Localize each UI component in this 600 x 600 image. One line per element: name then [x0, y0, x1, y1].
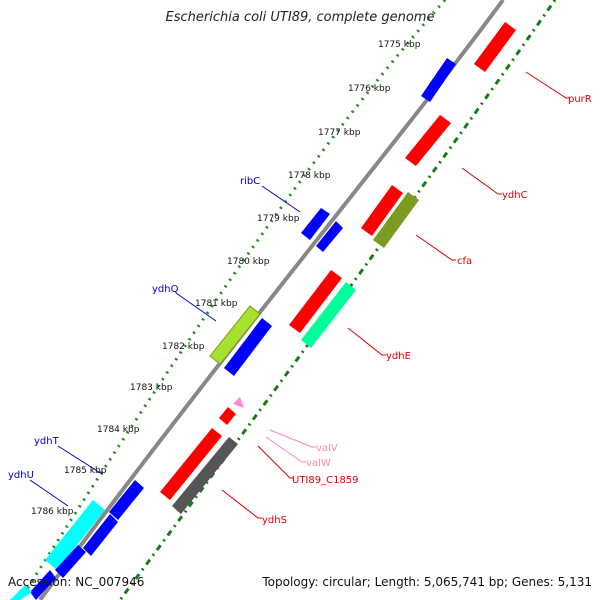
- right-gene-labels: purR ydhC cfa ydhE valV valW UTI89_C1859…: [262, 94, 592, 526]
- kbp-label: 1775 kbp: [378, 40, 421, 50]
- gene-ydhQ-arrow[interactable]: [209, 305, 272, 376]
- ydhC-leader: [461, 167, 502, 195]
- genome-backbone: [38, 0, 505, 600]
- genome-summary-text: Topology: circular; Length: 5,065,741 bp…: [262, 575, 592, 589]
- accession-text: Accession: NC_007946: [8, 575, 145, 589]
- gene-ribC-arrow[interactable]: [301, 208, 343, 252]
- outer-tick-ring: [118, 0, 557, 600]
- kbp-label: 1785 kbp: [64, 466, 107, 476]
- kbp-label: 1778 kbp: [288, 171, 331, 181]
- gene-label-ribC[interactable]: ribC: [240, 176, 260, 187]
- UTI89_C1859-leader: [257, 445, 294, 479]
- gene-ydhC-arrow[interactable]: [405, 115, 451, 166]
- ribC-leader: [261, 185, 301, 213]
- ydhS-leader: [221, 489, 262, 519]
- kbp-label: 1781 kbp: [195, 299, 238, 309]
- gene-pink-small[interactable]: [233, 397, 244, 408]
- gene-label-purR[interactable]: purR: [568, 94, 592, 105]
- kbp-scale-labels: 1775 kbp 1776 kbp 1777 kbp 1778 kbp 1779…: [31, 40, 421, 517]
- gene-purR-arrow[interactable]: [474, 22, 516, 72]
- ydhQ-leader: [175, 292, 217, 322]
- gene-label-valV[interactable]: valV: [316, 443, 338, 454]
- gene-ydhS-arrow[interactable]: [160, 428, 238, 514]
- gene-label-ydhS[interactable]: ydhS: [262, 515, 287, 526]
- ydhU-leader: [29, 479, 69, 507]
- kbp-label: 1783 kbp: [130, 383, 173, 393]
- gene-label-ydhE[interactable]: ydhE: [386, 351, 411, 362]
- gene-ydhT-arrow[interactable]: [83, 480, 144, 556]
- kbp-label: 1780 kbp: [227, 257, 270, 267]
- gene-label-ydhQ[interactable]: ydhQ: [152, 284, 179, 295]
- kbp-label: 1786 kbp: [31, 507, 74, 517]
- kbp-label: 1784 kbp: [97, 425, 140, 435]
- gene-UTI89_C1859-arrow[interactable]: [219, 407, 236, 425]
- gene-label-valW[interactable]: valW: [306, 458, 331, 469]
- inner-tick-ring: [18, 0, 447, 600]
- gene-label-ydhU[interactable]: ydhU: [8, 470, 34, 481]
- gene-cfa-arrow[interactable]: [361, 185, 419, 248]
- map-title: Escherichia coli UTI89, complete genome: [165, 10, 435, 25]
- purR-leader: [525, 71, 570, 99]
- ydhE-leader: [347, 327, 386, 356]
- gene-ribC2-arrow[interactable]: [421, 58, 456, 102]
- gene-label-ydhC[interactable]: ydhC: [502, 190, 528, 201]
- gene-ydhU-arrow[interactable]: [10, 500, 105, 600]
- kbp-label: 1779 kbp: [257, 214, 300, 224]
- cfa-leader: [415, 234, 456, 261]
- gene-label-UTI89_C1859[interactable]: UTI89_C1859: [292, 475, 359, 486]
- kbp-label: 1782 kbp: [162, 342, 205, 352]
- valV-leader: [269, 429, 316, 448]
- gene-label-ydhT[interactable]: ydhT: [34, 436, 60, 447]
- gene-ydhE-arrow[interactable]: [289, 270, 356, 348]
- kbp-label: 1776 kbp: [348, 84, 391, 94]
- ydhT-leader: [57, 445, 103, 475]
- left-gene-labels: ribC ydhQ ydhT ydhU: [8, 176, 260, 481]
- valW-leader: [265, 436, 306, 463]
- gene-label-cfa[interactable]: cfa: [457, 256, 472, 267]
- kbp-label: 1777 kbp: [318, 128, 361, 138]
